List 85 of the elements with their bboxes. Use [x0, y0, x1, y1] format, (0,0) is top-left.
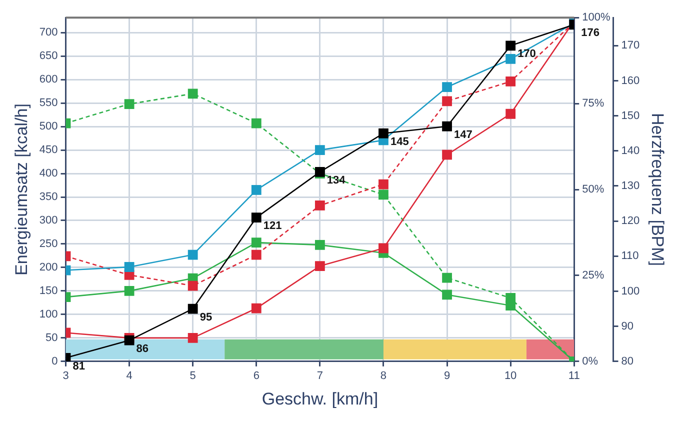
data-label: 81: [72, 360, 86, 372]
point: [506, 108, 516, 119]
point: [188, 250, 198, 260]
x-tick-label: 5: [190, 370, 196, 382]
point: [314, 261, 325, 272]
point: [506, 300, 516, 310]
y-tick-label: 50: [46, 332, 58, 344]
point: [251, 250, 262, 260]
y3-tick-label: 90: [621, 320, 634, 332]
point: [378, 179, 388, 190]
data-label: 121: [263, 220, 282, 232]
point: [314, 145, 325, 155]
y3-tick-label: 130: [621, 180, 640, 192]
point: [188, 280, 198, 291]
y-tick-label: 400: [39, 168, 58, 180]
y2-tick-label: 0%: [582, 355, 598, 368]
point: [188, 332, 198, 343]
point: [442, 272, 452, 283]
y2-tick-label: 100%: [582, 12, 610, 24]
point: [188, 304, 198, 314]
point: [442, 96, 452, 106]
point: [442, 121, 452, 132]
y2-tick-label: 75%: [582, 98, 604, 110]
data-label: 170: [518, 48, 536, 60]
x-tick-label: 8: [380, 370, 387, 382]
y-tick-label: 200: [39, 261, 58, 274]
y2-tick-label: 50%: [582, 184, 604, 196]
y3-tick-label: 120: [621, 215, 640, 228]
x-tick-label: 9: [444, 370, 450, 382]
y-tick-label: 150: [39, 284, 58, 297]
y3-tick-label: 150: [621, 110, 640, 122]
point: [251, 118, 262, 128]
point: [251, 212, 262, 223]
point: [124, 335, 134, 346]
y3-tick-label: 100: [621, 285, 640, 298]
x-axis-title: Geschw. [km/h]: [262, 389, 378, 408]
y-axis-title: Energieumsatz [kcal/h]: [12, 104, 31, 276]
x-tick-label: 11: [568, 370, 580, 382]
y-tick-label: 650: [39, 50, 58, 62]
point: [378, 190, 388, 200]
y-tick-label: 500: [39, 120, 58, 133]
point: [314, 240, 325, 250]
y-tick-label: 100: [39, 308, 58, 320]
y3-tick-label: 160: [621, 74, 640, 87]
point: [506, 76, 516, 86]
point: [506, 40, 516, 51]
point: [442, 150, 452, 160]
point: [442, 82, 452, 92]
y-tick-label: 0: [52, 355, 58, 368]
point: [251, 303, 262, 314]
point: [442, 290, 452, 300]
y-tick-label: 700: [39, 26, 58, 39]
x-tick-label: 10: [504, 370, 517, 382]
y3-tick-label: 140: [621, 144, 640, 157]
data-label: 134: [326, 174, 346, 186]
y3-axis-title: Herzfrequenz [BPM]: [648, 112, 668, 266]
point: [124, 286, 134, 296]
point: [188, 88, 198, 99]
data-label: 145: [390, 136, 409, 148]
y3-tick-label: 110: [621, 250, 639, 262]
y3-tick-label: 170: [621, 40, 640, 52]
x-tick-label: 7: [316, 370, 323, 382]
y-tick-label: 550: [39, 97, 58, 110]
y3-tick-label: 80: [621, 355, 634, 368]
y-tick-label: 300: [39, 214, 58, 227]
point: [251, 185, 262, 195]
point: [314, 200, 325, 210]
point: [506, 54, 516, 64]
y-tick-label: 450: [39, 144, 58, 156]
data-label: 147: [454, 128, 472, 141]
point: [124, 99, 134, 109]
data-label: 86: [136, 342, 149, 355]
y-tick-label: 600: [39, 74, 58, 86]
x-tick-label: 3: [62, 370, 69, 382]
data-label: 176: [581, 27, 600, 40]
y-tick-label: 250: [39, 238, 58, 250]
point: [378, 243, 388, 254]
x-tick-label: 6: [253, 370, 260, 382]
x-tick-label: 4: [126, 370, 132, 382]
point: [378, 128, 388, 138]
y2-tick-label: 25%: [582, 269, 604, 282]
y-tick-label: 350: [39, 191, 58, 204]
point: [251, 238, 262, 248]
data-label: 95: [200, 311, 212, 324]
point: [124, 262, 134, 272]
